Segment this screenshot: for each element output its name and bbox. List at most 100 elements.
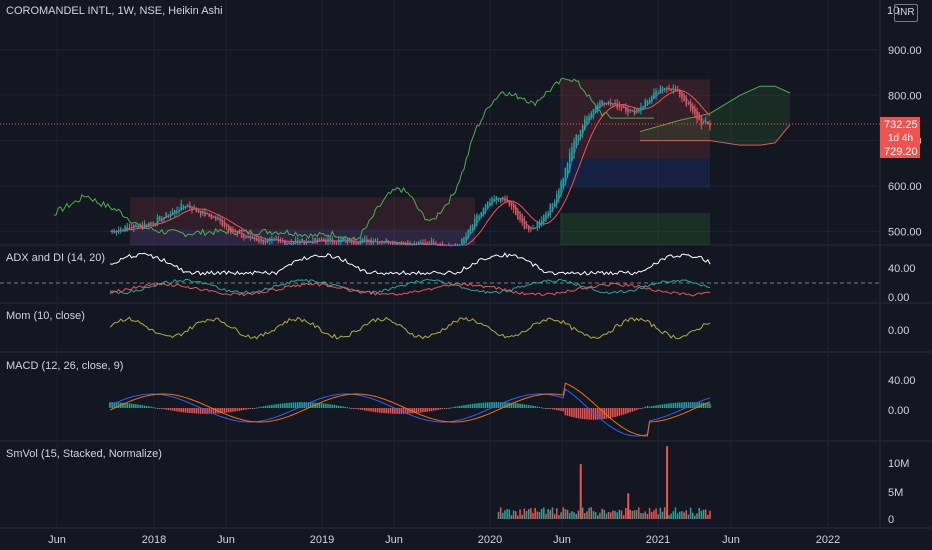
candle-body: [504, 198, 506, 202]
candle-body: [383, 242, 385, 244]
macd-histogram-bar: [556, 408, 558, 411]
macd-histogram-bar: [124, 402, 126, 408]
macd-histogram-bar: [409, 408, 411, 414]
candle-body: [614, 102, 616, 105]
candle-body: [290, 243, 293, 245]
macd-histogram-bar: [467, 404, 470, 408]
macd-histogram-bar: [612, 408, 614, 418]
volume-bar: [687, 514, 690, 519]
volume-bar: [640, 512, 642, 519]
candle-body: [292, 242, 295, 244]
candle-body: [566, 163, 569, 176]
macd-histogram-bar: [271, 404, 273, 408]
macd-histogram-bar: [543, 407, 545, 409]
macd-histogram-bar: [383, 408, 385, 414]
macd-histogram-bar: [568, 408, 571, 417]
candle-body: [402, 243, 405, 245]
macd-histogram-bar: [312, 402, 314, 408]
candle-body: [502, 197, 504, 200]
candle-body: [130, 227, 133, 229]
candle-body: [327, 238, 329, 242]
candle-body: [709, 123, 711, 128]
candle-body: [208, 213, 211, 217]
macd-histogram-bar: [335, 405, 338, 408]
macd-histogram-bar: [240, 408, 243, 411]
macd-histogram-bar: [154, 407, 157, 409]
candle-body: [523, 220, 526, 229]
macd-histogram-bar: [657, 405, 659, 408]
macd-histogram-bar: [510, 402, 513, 408]
macd-histogram-bar: [489, 402, 491, 408]
volume-bar: [702, 509, 705, 519]
macd-histogram-bar: [597, 408, 599, 420]
volume-bar: [650, 511, 653, 519]
candle-body: [238, 232, 241, 234]
macd-histogram-bar: [420, 408, 422, 413]
volume-bar: [629, 509, 631, 519]
candle-body: [301, 238, 303, 243]
candle-body: [517, 211, 519, 220]
candle-body: [644, 100, 647, 108]
candle-body: [432, 242, 435, 245]
time-tick-label: Jun: [553, 534, 571, 546]
candle-body: [564, 168, 567, 184]
volume-bar: [707, 514, 709, 519]
candle-body: [653, 92, 655, 99]
volume-bar: [689, 507, 692, 519]
candle-body: [333, 240, 336, 244]
macd-histogram-bar: [478, 403, 480, 408]
macd-histogram-bar: [275, 404, 277, 408]
candle-body: [221, 219, 223, 226]
candle-body: [538, 222, 541, 226]
ichimoku-cloud: [639, 85, 791, 146]
candle-body: [357, 243, 359, 245]
volume-bar: [538, 511, 541, 519]
volume-bar: [577, 510, 580, 519]
macd-histogram-bar: [476, 403, 478, 408]
currency-badge[interactable]: INR: [894, 4, 918, 22]
macd-histogram-bar: [161, 408, 163, 409]
macd-histogram-bar: [292, 402, 295, 408]
volume-bar: [646, 513, 649, 519]
volume-bar: [605, 513, 608, 519]
candle-body: [495, 196, 498, 201]
candle-body: [394, 241, 396, 244]
volume-bar: [607, 512, 610, 519]
macd-histogram-bar: [681, 402, 683, 408]
candle-body: [353, 241, 355, 245]
candle-body: [154, 223, 157, 225]
macd-histogram-bar: [361, 408, 364, 411]
candle-body: [212, 217, 215, 219]
candle-body: [631, 110, 634, 112]
candle-body: [629, 110, 631, 112]
macd-histogram-bar: [404, 408, 407, 414]
volume-bar: [536, 511, 539, 519]
price-tag-countdown: 1d 4h: [888, 133, 913, 144]
macd-histogram-bar: [588, 408, 590, 420]
candle-body: [176, 211, 178, 213]
macd-histogram-bar: [128, 403, 131, 408]
volume-bar: [525, 511, 528, 519]
macd-histogram-bar: [126, 403, 129, 408]
macd-histogram-bar: [422, 408, 424, 413]
macd-histogram-bar: [232, 408, 234, 412]
candle-body: [171, 211, 174, 215]
macd-histogram-bar: [370, 408, 372, 412]
candle-body: [225, 224, 228, 227]
macd-histogram-bar: [672, 403, 675, 408]
candle-body: [420, 242, 422, 244]
volume-bar: [700, 511, 703, 519]
macd-histogram-bar: [631, 408, 634, 412]
macd-histogram-bar: [571, 408, 573, 417]
candle-body: [486, 201, 489, 209]
vol-tick-0: 0: [888, 514, 894, 526]
candle-body: [165, 212, 167, 219]
macd-histogram-bar: [646, 405, 649, 408]
adx-tick-40: 40.00: [888, 263, 916, 275]
macd-histogram-bar: [176, 408, 178, 412]
candle-body: [117, 229, 120, 232]
candle-body: [275, 239, 277, 241]
macd-histogram-bar: [307, 402, 310, 408]
candle-body: [264, 241, 267, 243]
